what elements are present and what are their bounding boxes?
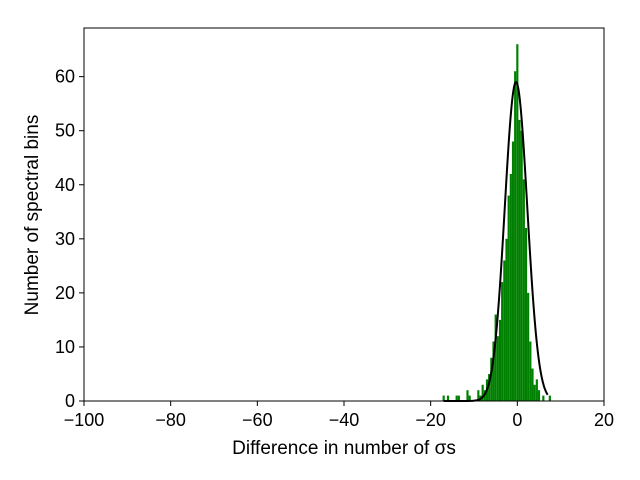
histogram-bar [548, 395, 551, 401]
histogram-bar [520, 130, 523, 401]
histogram-bar [509, 173, 512, 401]
x-tick-label: 20 [594, 410, 614, 430]
histogram-bar [537, 390, 541, 401]
histogram-bar [516, 44, 519, 401]
histogram-bars [442, 44, 551, 402]
histogram-bar [455, 395, 458, 401]
histogram-bar [505, 238, 508, 401]
histogram-bar [492, 341, 495, 401]
histogram-bar [503, 260, 506, 401]
histogram-bar [457, 395, 460, 401]
y-tick-label: 50 [55, 121, 75, 141]
histogram-bar [488, 373, 491, 401]
histogram-bar [466, 390, 469, 401]
x-tick-label: −60 [242, 410, 273, 430]
y-tick-label: 40 [55, 175, 75, 195]
histogram-bar [535, 379, 538, 401]
x-tick-label: −40 [329, 410, 360, 430]
histogram-bar [522, 179, 525, 401]
histogram-bar [446, 395, 450, 401]
histogram-bar [496, 336, 499, 401]
x-tick-label: −20 [415, 410, 446, 430]
histogram-bar [514, 71, 517, 401]
histogram-bar [533, 384, 536, 401]
histogram-bar [511, 141, 515, 401]
histogram-bar [507, 195, 510, 401]
y-tick-label: 30 [55, 229, 75, 249]
histogram-bar [524, 228, 528, 401]
histogram-bar [481, 384, 484, 401]
y-axis-label: Number of spectral bins [22, 115, 43, 316]
histogram-bar [490, 357, 493, 401]
histogram-bar [529, 341, 532, 401]
histogram-bar [501, 282, 504, 401]
x-tick-label: 0 [512, 410, 522, 430]
histogram-bar [477, 390, 480, 401]
histogram-bar [494, 314, 497, 401]
histogram-bar [442, 395, 445, 401]
histogram-bar [468, 395, 471, 401]
y-tick-label: 20 [55, 283, 75, 303]
histogram-bar [498, 319, 502, 401]
histogram-bar [542, 395, 545, 401]
y-axis-ticks: 0 10 20 30 40 50 60 [55, 67, 84, 411]
histogram-bar [527, 292, 530, 401]
x-tick-label: −100 [64, 410, 105, 430]
x-tick-label: −80 [155, 410, 186, 430]
y-tick-label: 0 [65, 391, 75, 411]
histogram-bar [531, 368, 534, 401]
histogram-bar [518, 119, 521, 402]
x-axis-label: Difference in number of σs [232, 438, 456, 459]
y-tick-label: 10 [55, 337, 75, 357]
x-axis-ticks: −100 −80 −60 −40 −20 0 20 [64, 401, 614, 430]
y-tick-label: 60 [55, 67, 75, 87]
